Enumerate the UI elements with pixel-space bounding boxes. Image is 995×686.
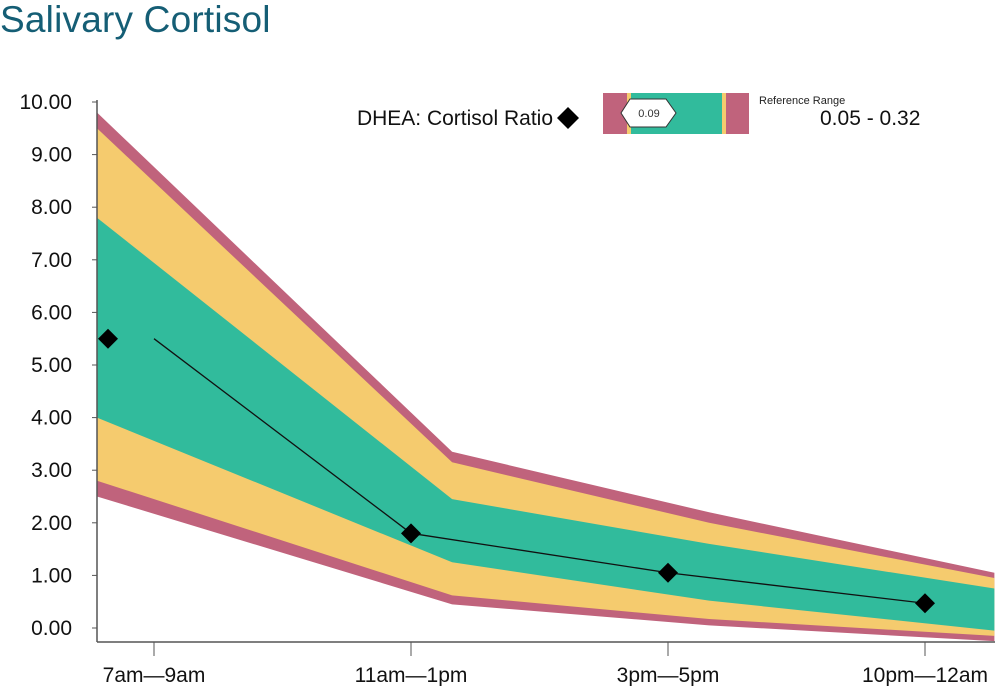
series-line xyxy=(153,338,926,604)
band-green xyxy=(97,217,995,631)
data-point xyxy=(915,593,935,614)
data-point xyxy=(401,523,421,544)
x-tick-label: 11am—1pm xyxy=(355,664,468,686)
y-tick-label: 3.00 xyxy=(31,459,72,482)
y-tick-label: 1.00 xyxy=(31,564,72,587)
y-tick-label: 8.00 xyxy=(31,196,72,219)
y-tick-label: 9.00 xyxy=(31,144,72,167)
y-tick-label: 0.00 xyxy=(31,617,72,640)
ratio-legend-label: DHEA: Cortisol Ratio xyxy=(357,107,553,130)
y-tick-label: 2.00 xyxy=(31,512,72,535)
y-tick-label: 5.00 xyxy=(31,354,72,377)
y-tick-label: 4.00 xyxy=(31,407,72,430)
x-tick-label: 10pm—12am xyxy=(862,664,988,686)
y-tick-label: 6.00 xyxy=(31,301,72,324)
ratio-value-marker xyxy=(620,98,677,128)
data-series xyxy=(98,328,935,614)
data-point xyxy=(658,562,678,583)
reference-range-value: 0.05 - 0.32 xyxy=(820,107,920,130)
y-tick-label: 7.00 xyxy=(31,249,72,272)
y-tick-label: 10.00 xyxy=(19,91,72,114)
chart-title: Salivary Cortisol xyxy=(0,0,271,40)
legend: DHEA: Cortisol Ratio 0.09 Reference Rang… xyxy=(357,93,920,134)
ratio-value-label: 0.09 xyxy=(638,108,659,120)
ratio-bar-yellow-right xyxy=(722,93,726,134)
axes: 0.00 1.00 2.00 3.00 4.00 5.00 6.00 7.00 8.00 9.00… xyxy=(19,91,995,686)
reference-range-title: Reference Range xyxy=(759,95,845,107)
reference-bands xyxy=(97,112,995,642)
ratio-range-bar: 0.09 xyxy=(603,93,749,134)
x-tick-label: 7am—9am xyxy=(103,664,206,686)
band-yellow xyxy=(97,128,995,636)
ratio-legend-marker xyxy=(557,107,579,129)
data-point xyxy=(98,328,118,349)
x-tick-label: 3pm—5pm xyxy=(617,664,720,686)
